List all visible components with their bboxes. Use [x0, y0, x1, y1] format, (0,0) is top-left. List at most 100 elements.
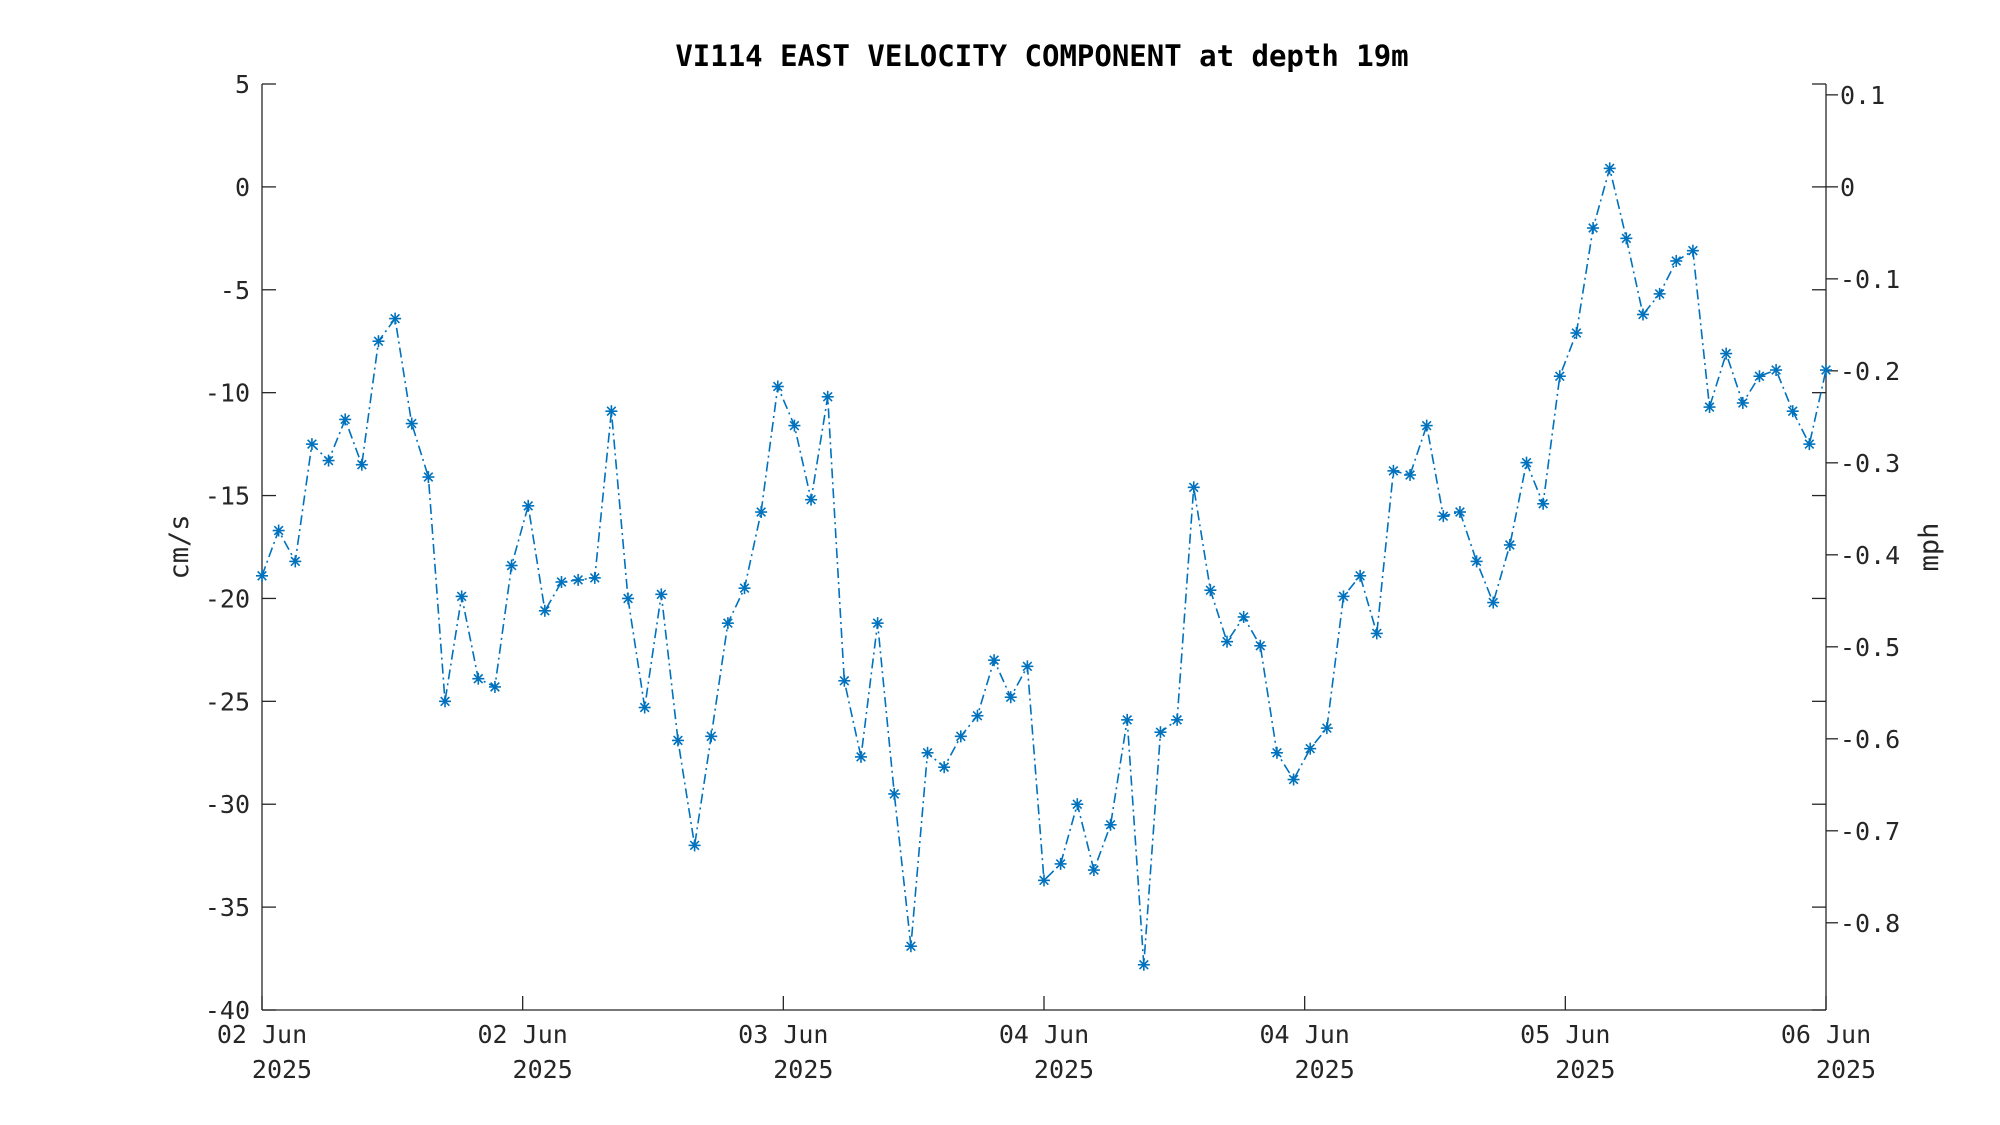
x-tick-label-year: 2025 [513, 1055, 573, 1084]
data-point [1320, 722, 1333, 735]
data-point [1038, 874, 1050, 887]
data-point [1237, 610, 1250, 623]
y2-tick-label: -0.2 [1840, 357, 1900, 386]
data-point [488, 680, 501, 693]
data-point [1770, 364, 1783, 377]
x-tick-label-date: 05 Jun [1520, 1020, 1610, 1049]
x-tick-label-date: 04 Jun [1260, 1020, 1350, 1049]
data-point [1570, 326, 1583, 339]
data-point [1104, 818, 1117, 831]
data-point [405, 417, 418, 430]
data-point [1720, 347, 1733, 360]
y2-tick-label: -0.4 [1840, 541, 1900, 570]
data-point [322, 454, 335, 467]
data-point [355, 458, 368, 471]
data-point [1304, 742, 1317, 755]
data-point [1054, 857, 1067, 870]
data-point [1736, 396, 1749, 409]
data-point [1503, 538, 1516, 551]
data-point [1603, 162, 1616, 175]
data-point [1437, 510, 1450, 523]
data-point [871, 617, 884, 630]
y2-tick-label: 0.1 [1840, 81, 1885, 110]
data-point [505, 559, 518, 572]
data-point [272, 524, 285, 537]
y2-axis-label: mph [1914, 523, 1945, 572]
data-point [1404, 468, 1417, 481]
data-point [805, 493, 818, 506]
data-point [921, 746, 934, 759]
data-point [1204, 584, 1217, 597]
data-point [888, 787, 901, 800]
y2-tick-label: -0.5 [1840, 633, 1900, 662]
data-point [1753, 370, 1766, 383]
data-point [439, 695, 452, 708]
data-point [455, 590, 468, 603]
y-tick-label: -35 [205, 893, 250, 922]
y2-tick-label: -0.1 [1840, 265, 1900, 294]
x-tick-label-year: 2025 [1295, 1055, 1355, 1084]
data-point [788, 419, 801, 432]
y2-tick-label: -0.6 [1840, 725, 1900, 754]
data-point [988, 654, 1001, 667]
data-point [638, 701, 651, 714]
data-point [1537, 497, 1550, 510]
data-point [1270, 746, 1283, 759]
data-point [588, 571, 601, 584]
data-point [422, 471, 435, 484]
y-tick-label: -20 [205, 584, 250, 613]
data-point [1520, 456, 1533, 469]
x-tick-label-date: 02 Jun [478, 1020, 568, 1049]
data-point [688, 839, 701, 852]
data-point [771, 380, 784, 393]
series-east-velocity [256, 162, 1832, 971]
y2-tick-label: 0 [1840, 173, 1855, 202]
data-point [1487, 596, 1500, 609]
x-tick-label-date: 02 Jun [217, 1020, 307, 1049]
data-point [622, 592, 635, 605]
data-point [1703, 401, 1716, 414]
data-point [738, 582, 751, 595]
x-tick-label-date: 06 Jun [1781, 1020, 1871, 1049]
data-point [1021, 660, 1034, 673]
data-point [256, 569, 268, 582]
data-point [1354, 569, 1367, 582]
x-tick-label-date: 03 Jun [738, 1020, 828, 1049]
y-tick-label: -40 [205, 996, 250, 1025]
data-point [1071, 798, 1084, 811]
data-point [1121, 713, 1134, 726]
data-point [1370, 627, 1383, 640]
data-point [555, 575, 568, 588]
data-point [1171, 713, 1184, 726]
data-point [954, 730, 967, 743]
data-point [1004, 691, 1017, 704]
x-tick-label-year: 2025 [773, 1055, 833, 1084]
x-tick-label-date: 04 Jun [999, 1020, 1089, 1049]
data-point [372, 335, 385, 348]
y-axis-ticks: 5 0 -5 -10 -15 -20 -25 -30 -35 -40 [205, 70, 1826, 1025]
data-point [705, 730, 718, 743]
y2-axis-ticks: 0.1 0 -0.1 -0.2 -0.3 -0.4 -0.5 -0.6 -0.7 -0.8 [1826, 81, 1900, 938]
y2-tick-label: -0.3 [1840, 449, 1900, 478]
y2-tick-label: -0.8 [1840, 909, 1900, 938]
y-axis-label: cm/s [164, 514, 195, 579]
data-point [538, 604, 551, 617]
data-point [389, 312, 402, 325]
y2-tick-label: -0.7 [1840, 817, 1900, 846]
y-tick-label: 0 [235, 173, 250, 202]
y-tick-label: -15 [205, 482, 250, 511]
data-point [904, 940, 917, 953]
data-point [938, 761, 951, 774]
chart-title: VI114 EAST VELOCITY COMPONENT at depth 1… [675, 39, 1408, 73]
data-point [1137, 958, 1150, 971]
x-tick-label-year: 2025 [252, 1055, 312, 1084]
data-point [522, 499, 535, 512]
data-point [1254, 639, 1267, 652]
data-point [838, 674, 851, 687]
y-tick-label: -30 [205, 790, 250, 819]
data-point [1087, 864, 1100, 877]
data-point [655, 588, 668, 601]
x-tick-label-year: 2025 [1816, 1055, 1876, 1084]
data-point [339, 413, 352, 426]
data-point [305, 438, 318, 451]
